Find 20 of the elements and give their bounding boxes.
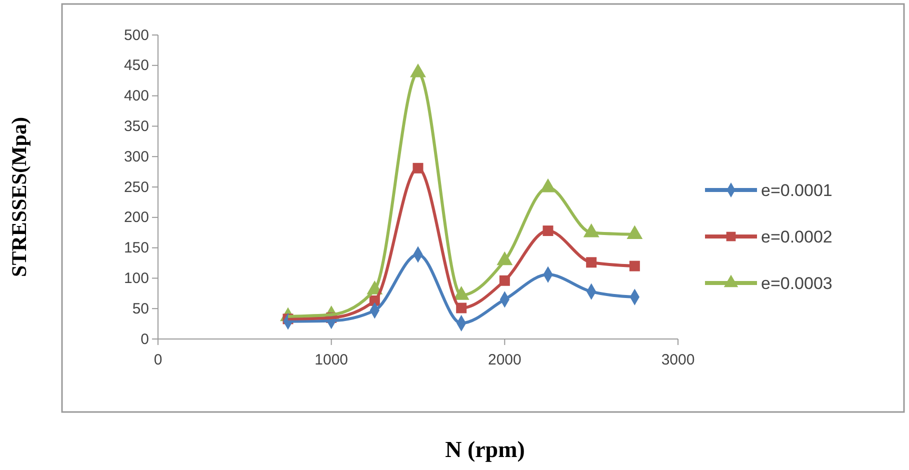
y-tick-label: 100 — [124, 270, 149, 287]
x-tick-label: 3000 — [661, 352, 695, 368]
y-tick-label: 350 — [124, 118, 149, 135]
y-tick-label: 50 — [132, 300, 149, 318]
y-tick-label: 500 — [124, 26, 149, 44]
y-tick-label: 450 — [124, 57, 149, 74]
x-tick-label: 0 — [154, 352, 162, 368]
y-tick-label: 200 — [124, 209, 149, 226]
y-tick-label: 150 — [124, 240, 149, 257]
x-tick-label: 2000 — [488, 352, 522, 368]
legend-label: e=0.0001 — [761, 180, 832, 200]
legend-label: e=0.0003 — [761, 274, 832, 293]
y-tick-label: 0 — [140, 330, 149, 348]
y-tick-label: 250 — [124, 178, 149, 196]
legend-label: e=0.0002 — [761, 227, 832, 246]
y-tick-label: 300 — [124, 148, 149, 166]
y-tick-label: 400 — [124, 88, 149, 105]
x-axis-title: N (rpm) — [445, 437, 525, 462]
y-axis-title: STRESSES(Mpa) — [7, 117, 31, 277]
x-tick-label: 1000 — [314, 352, 348, 368]
